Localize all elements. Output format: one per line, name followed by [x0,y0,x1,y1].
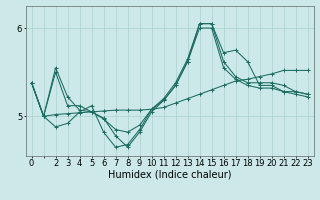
X-axis label: Humidex (Indice chaleur): Humidex (Indice chaleur) [108,170,231,180]
